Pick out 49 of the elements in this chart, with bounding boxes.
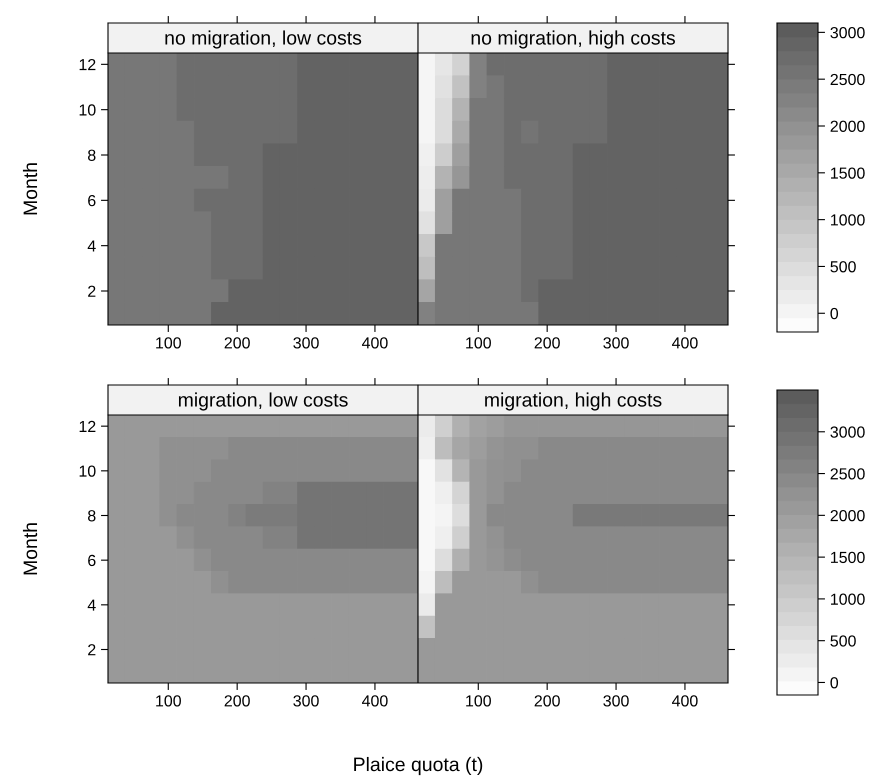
text: no migration, low costs xyxy=(165,30,362,49)
color-bar-label: 0 xyxy=(830,308,838,320)
y-tick-label: 10 xyxy=(80,465,96,477)
y-tick-label: 4 xyxy=(88,600,96,611)
y-tick-label: 2 xyxy=(88,644,96,656)
x-tick-label: 100 xyxy=(466,337,491,349)
x-axis-title: Plaice quota (t) xyxy=(354,756,482,776)
color-bar-label: 1500 xyxy=(831,552,865,564)
y-tick-label: 10 xyxy=(80,104,96,116)
y-tick-label: 8 xyxy=(88,150,96,161)
y-tick-label: 12 xyxy=(80,58,96,70)
x-tick-label: 100 xyxy=(156,695,181,707)
y-tick-label: 12 xyxy=(80,420,96,432)
x-tick-label: 300 xyxy=(603,337,629,349)
color-bar-label: 1500 xyxy=(831,167,865,179)
color-bar-label: 500 xyxy=(830,261,856,272)
text: migration, low costs xyxy=(178,392,348,411)
x-tick-label: 400 xyxy=(672,337,698,349)
x-tick-label: 100 xyxy=(466,695,491,707)
x-tick-label: 200 xyxy=(224,337,250,349)
color-bar-label: 3000 xyxy=(830,426,865,438)
color-bar-label: 1000 xyxy=(831,594,865,605)
x-tick-label: 300 xyxy=(293,695,319,707)
color-bar-label: 2000 xyxy=(830,510,865,522)
color-bar-label: 2000 xyxy=(830,120,865,132)
text: no migration, high costs xyxy=(472,30,675,49)
y-tick-label: 4 xyxy=(88,240,96,252)
color-bar-label: 1000 xyxy=(831,214,865,226)
y-tick-label: 6 xyxy=(88,554,96,566)
x-tick-label: 100 xyxy=(156,337,181,349)
x-tick-label: 300 xyxy=(603,695,629,707)
color-bar-label: 2500 xyxy=(830,468,865,480)
x-tick-label: 400 xyxy=(362,695,388,707)
y-axis-title: Month xyxy=(22,163,38,214)
color-bar-label: 0 xyxy=(830,677,838,688)
y-axis-title: Month xyxy=(22,523,38,574)
x-tick-label: 300 xyxy=(293,337,319,349)
x-tick-label: 200 xyxy=(534,337,560,349)
y-tick-label: 2 xyxy=(88,286,96,297)
color-bar-label: 3000 xyxy=(830,27,865,38)
color-bar-label: 2500 xyxy=(830,74,865,86)
x-tick-label: 200 xyxy=(534,695,560,707)
y-tick-label: 8 xyxy=(88,510,96,522)
x-tick-label: 200 xyxy=(224,695,250,707)
x-tick-label: 400 xyxy=(362,337,388,349)
x-tick-label: 400 xyxy=(672,695,698,707)
y-tick-label: 6 xyxy=(88,194,96,206)
color-bar-label: 500 xyxy=(830,635,856,647)
text: migration, high costs xyxy=(485,392,662,411)
